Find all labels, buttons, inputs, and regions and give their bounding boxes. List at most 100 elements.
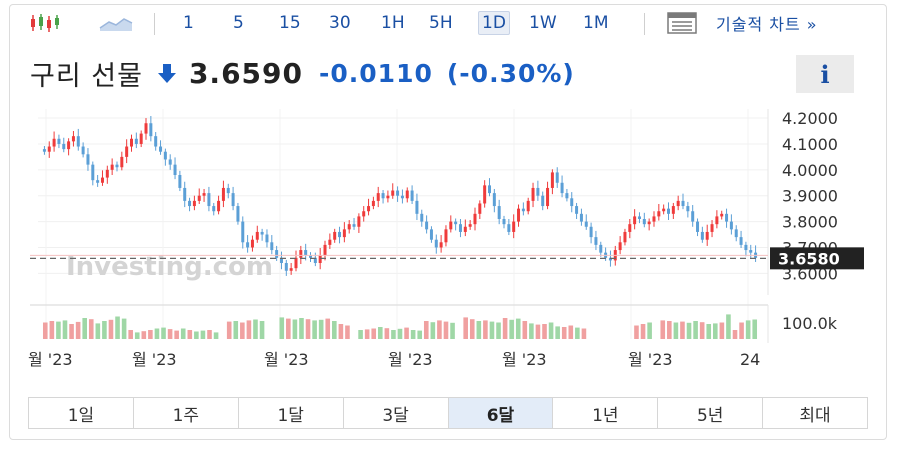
interval-5[interactable]: 5 [233,13,244,33]
info-button[interactable]: i [796,55,854,93]
candle-body [42,149,46,152]
volume-bar [463,317,468,339]
candle-body [178,175,182,188]
range-1w[interactable]: 1주 [134,398,239,428]
interval-1h[interactable]: 1H [381,13,405,33]
volume-bar [450,322,455,339]
volume-bar [292,319,298,339]
volume-bar [75,321,81,339]
candle-body [623,231,627,243]
candle-body [565,193,569,199]
interval-1w[interactable]: 1W [529,13,557,33]
candle-body [676,200,680,207]
volume-bar [102,321,107,339]
volume-bar [752,319,758,339]
range-1y[interactable]: 1년 [553,398,659,428]
range-3m[interactable]: 3달 [344,398,449,428]
interval-1d[interactable]: 1D [478,11,510,35]
volume-bar [180,328,186,339]
volume-bar [42,322,48,339]
volume-bar [82,318,87,339]
candle-body [478,203,482,214]
interval-1m[interactable]: 1M [583,13,609,33]
y-tick-label: 3.9000 [782,187,838,206]
candle-body [130,138,133,147]
candle-body [309,255,312,258]
volume-bar [174,330,179,339]
candle-body [420,213,424,222]
candle-body [633,216,637,225]
volume-bar [279,317,285,339]
technical-chart-link[interactable]: 기술적 차트 » [716,15,818,34]
candle-body [691,211,695,222]
candle-body [739,237,743,245]
candle-body [720,213,724,217]
candle-body [275,250,279,258]
volume-bar [364,329,370,339]
candle-body [371,200,375,207]
candle-body [96,180,100,183]
watermark-text: Investing.com [66,252,273,282]
volume-bar [719,322,725,339]
range-5y[interactable]: 5년 [658,398,764,428]
interval-15[interactable]: 15 [279,13,301,33]
candle-body [400,195,404,199]
range-1m[interactable]: 1달 [239,398,344,428]
interval-30[interactable]: 30 [329,13,351,33]
volume-bar [194,331,199,339]
technical-chart-icon[interactable] [666,11,698,35]
candle-body [671,206,675,214]
volume-bar [62,320,68,339]
volume-bar [726,314,731,339]
candle-body [221,187,225,201]
range-1d[interactable]: 1일 [29,398,134,428]
y-tick-label: 4.0000 [782,161,838,180]
candle-body [550,172,554,188]
x-tick-label: 월 '23 [628,350,673,369]
volume-bar [358,330,363,339]
candlestick-chart-icon[interactable] [28,11,62,35]
interval-5h[interactable]: 5H [429,13,453,33]
candle-body [497,206,501,219]
volume-bar [489,321,495,339]
range-max[interactable]: 최대 [799,405,831,426]
candle-body [100,177,104,183]
candle-body [729,221,733,230]
volume-bar [49,321,55,339]
candle-body [434,239,438,248]
candle-body [367,206,371,212]
volume-bar [200,330,206,339]
price-chart[interactable]: Investing.com 4.2000 4.1000 4.0000 3.9000 3.8… [28,103,868,375]
volume-bar [312,320,317,339]
volume-bar [686,322,692,339]
candle-body [546,187,550,207]
candle-body [749,250,753,253]
candle-body [313,257,317,263]
volume-bar [404,327,409,339]
candle-body [425,221,429,230]
volume-bar [542,324,547,339]
candle-body [212,206,216,212]
range-6m[interactable]: 6달 [448,398,554,428]
volume-bar [713,323,718,339]
interval-1[interactable]: 1 [183,13,194,33]
volume-bar [515,318,521,339]
candle-body [744,244,748,251]
candle-body [681,200,685,207]
y-tick-label: 3.8000 [782,213,838,232]
volume-bar [108,319,114,339]
volume-bar [187,330,193,339]
candle-body [289,268,293,271]
candle-body [226,187,230,194]
volume-bar [410,330,416,339]
candle-body [149,123,153,137]
area-chart-icon[interactable] [96,11,136,35]
volume-bar [568,325,574,339]
volume-bar [443,321,449,339]
toolbar-divider [644,13,645,35]
candle-body [323,244,327,256]
volume-bar [483,320,488,339]
volume-bar [141,331,147,339]
volume-bar [496,322,501,339]
candle-body [105,169,109,178]
